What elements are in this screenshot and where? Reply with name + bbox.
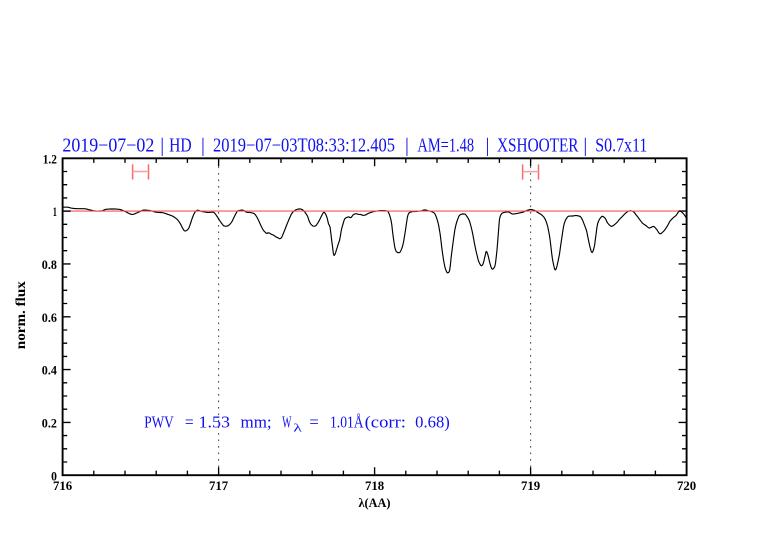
svg-text:HD: HD bbox=[169, 135, 192, 156]
svg-text:1.01Å: 1.01Å bbox=[330, 413, 364, 432]
svg-text:|: | bbox=[583, 135, 587, 156]
svg-text:0.2: 0.2 bbox=[42, 416, 57, 431]
svg-text:0: 0 bbox=[51, 468, 57, 483]
svg-text:AM=1.48: AM=1.48 bbox=[417, 135, 474, 156]
svg-text:=: = bbox=[309, 413, 318, 432]
svg-text:(corr:: (corr: bbox=[365, 413, 406, 432]
svg-text:718: 718 bbox=[365, 478, 385, 493]
svg-text:0.4: 0.4 bbox=[42, 363, 58, 378]
svg-text:|: | bbox=[201, 135, 205, 156]
svg-text:719: 719 bbox=[521, 478, 541, 493]
svg-text:1.2: 1.2 bbox=[43, 151, 57, 166]
svg-text:2019−07−02: 2019−07−02 bbox=[62, 135, 154, 156]
svg-text:717: 717 bbox=[209, 478, 229, 493]
svg-text:1: 1 bbox=[53, 204, 57, 219]
svg-text:W: W bbox=[282, 413, 292, 432]
svg-text:=: = bbox=[185, 413, 194, 432]
svg-text:720: 720 bbox=[677, 478, 696, 493]
svg-text:norm. flux: norm. flux bbox=[14, 281, 29, 349]
svg-text:0.6: 0.6 bbox=[42, 310, 58, 325]
svg-text:716: 716 bbox=[53, 478, 73, 493]
svg-text:0.8: 0.8 bbox=[42, 257, 58, 272]
svg-text:2019−07−03T08:33:12.405: 2019−07−03T08:33:12.405 bbox=[213, 135, 395, 156]
svg-text:λ(AA): λ(AA) bbox=[359, 495, 391, 510]
svg-text:0.68): 0.68) bbox=[415, 413, 450, 432]
svg-text:|: | bbox=[485, 135, 489, 156]
svg-text:mm;: mm; bbox=[241, 413, 272, 432]
svg-text:PWV: PWV bbox=[144, 413, 174, 432]
svg-text:XSHOOTER: XSHOOTER bbox=[497, 135, 579, 156]
svg-text:S0.7x11: S0.7x11 bbox=[595, 135, 647, 156]
svg-text:1.53: 1.53 bbox=[199, 413, 231, 432]
svg-text:|: | bbox=[160, 135, 164, 156]
svg-text:λ: λ bbox=[293, 421, 302, 435]
svg-text:|: | bbox=[405, 135, 409, 156]
